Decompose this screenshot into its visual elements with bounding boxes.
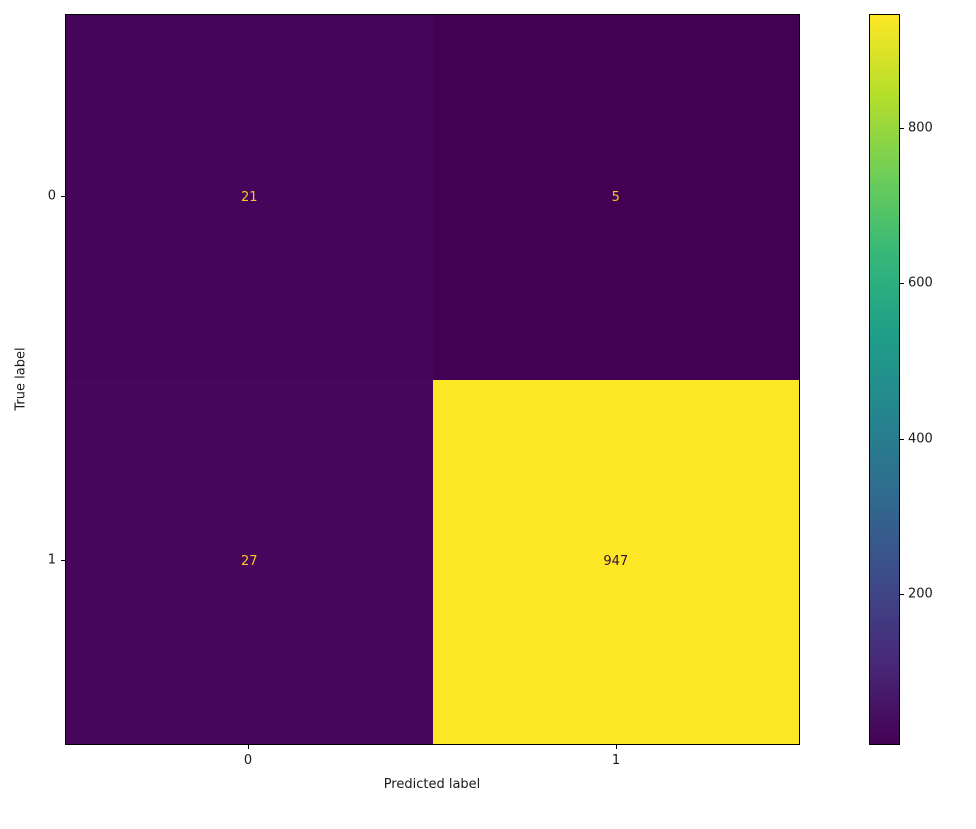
- colorbar-tick-mark-200: [900, 594, 904, 595]
- matrix-cell-true1-pred1: 947: [432, 379, 799, 744]
- matrix-cell-true0-pred1: 5: [432, 15, 799, 380]
- x-axis-title: Predicted label: [383, 777, 481, 792]
- x-tick-mark-1: [616, 745, 617, 749]
- y-tick-label-0: 0: [47, 188, 56, 204]
- matrix-cell-true1-pred0: 27: [66, 379, 433, 744]
- colorbar-tick-mark-600: [900, 283, 904, 284]
- colorbar-tick-label-800: 800: [908, 120, 933, 136]
- colorbar-tick-mark-400: [900, 439, 904, 440]
- matrix-cell-true0-pred0: 21: [66, 15, 433, 380]
- colorbar-tick-label-200: 200: [908, 586, 933, 602]
- colorbar-tick-mark-800: [900, 128, 904, 129]
- y-tick-mark-0: [61, 196, 65, 197]
- colorbar-tick-label-600: 600: [908, 275, 933, 291]
- cell-value: 21: [240, 189, 258, 205]
- x-tick-label-0: 0: [243, 753, 253, 768]
- cell-value: 5: [611, 189, 620, 205]
- y-axis-title: True label: [13, 347, 29, 411]
- cell-value: 27: [240, 554, 258, 570]
- colorbar-tick-label-400: 400: [908, 431, 933, 447]
- y-tick-mark-1: [61, 560, 65, 561]
- y-tick-label-1: 1: [47, 552, 56, 568]
- x-tick-mark-0: [248, 745, 249, 749]
- x-tick-label-1: 1: [611, 753, 621, 768]
- heatmap-axes: 21 5 27 947: [65, 14, 800, 745]
- colorbar: [869, 14, 900, 745]
- cell-value: 947: [603, 554, 629, 570]
